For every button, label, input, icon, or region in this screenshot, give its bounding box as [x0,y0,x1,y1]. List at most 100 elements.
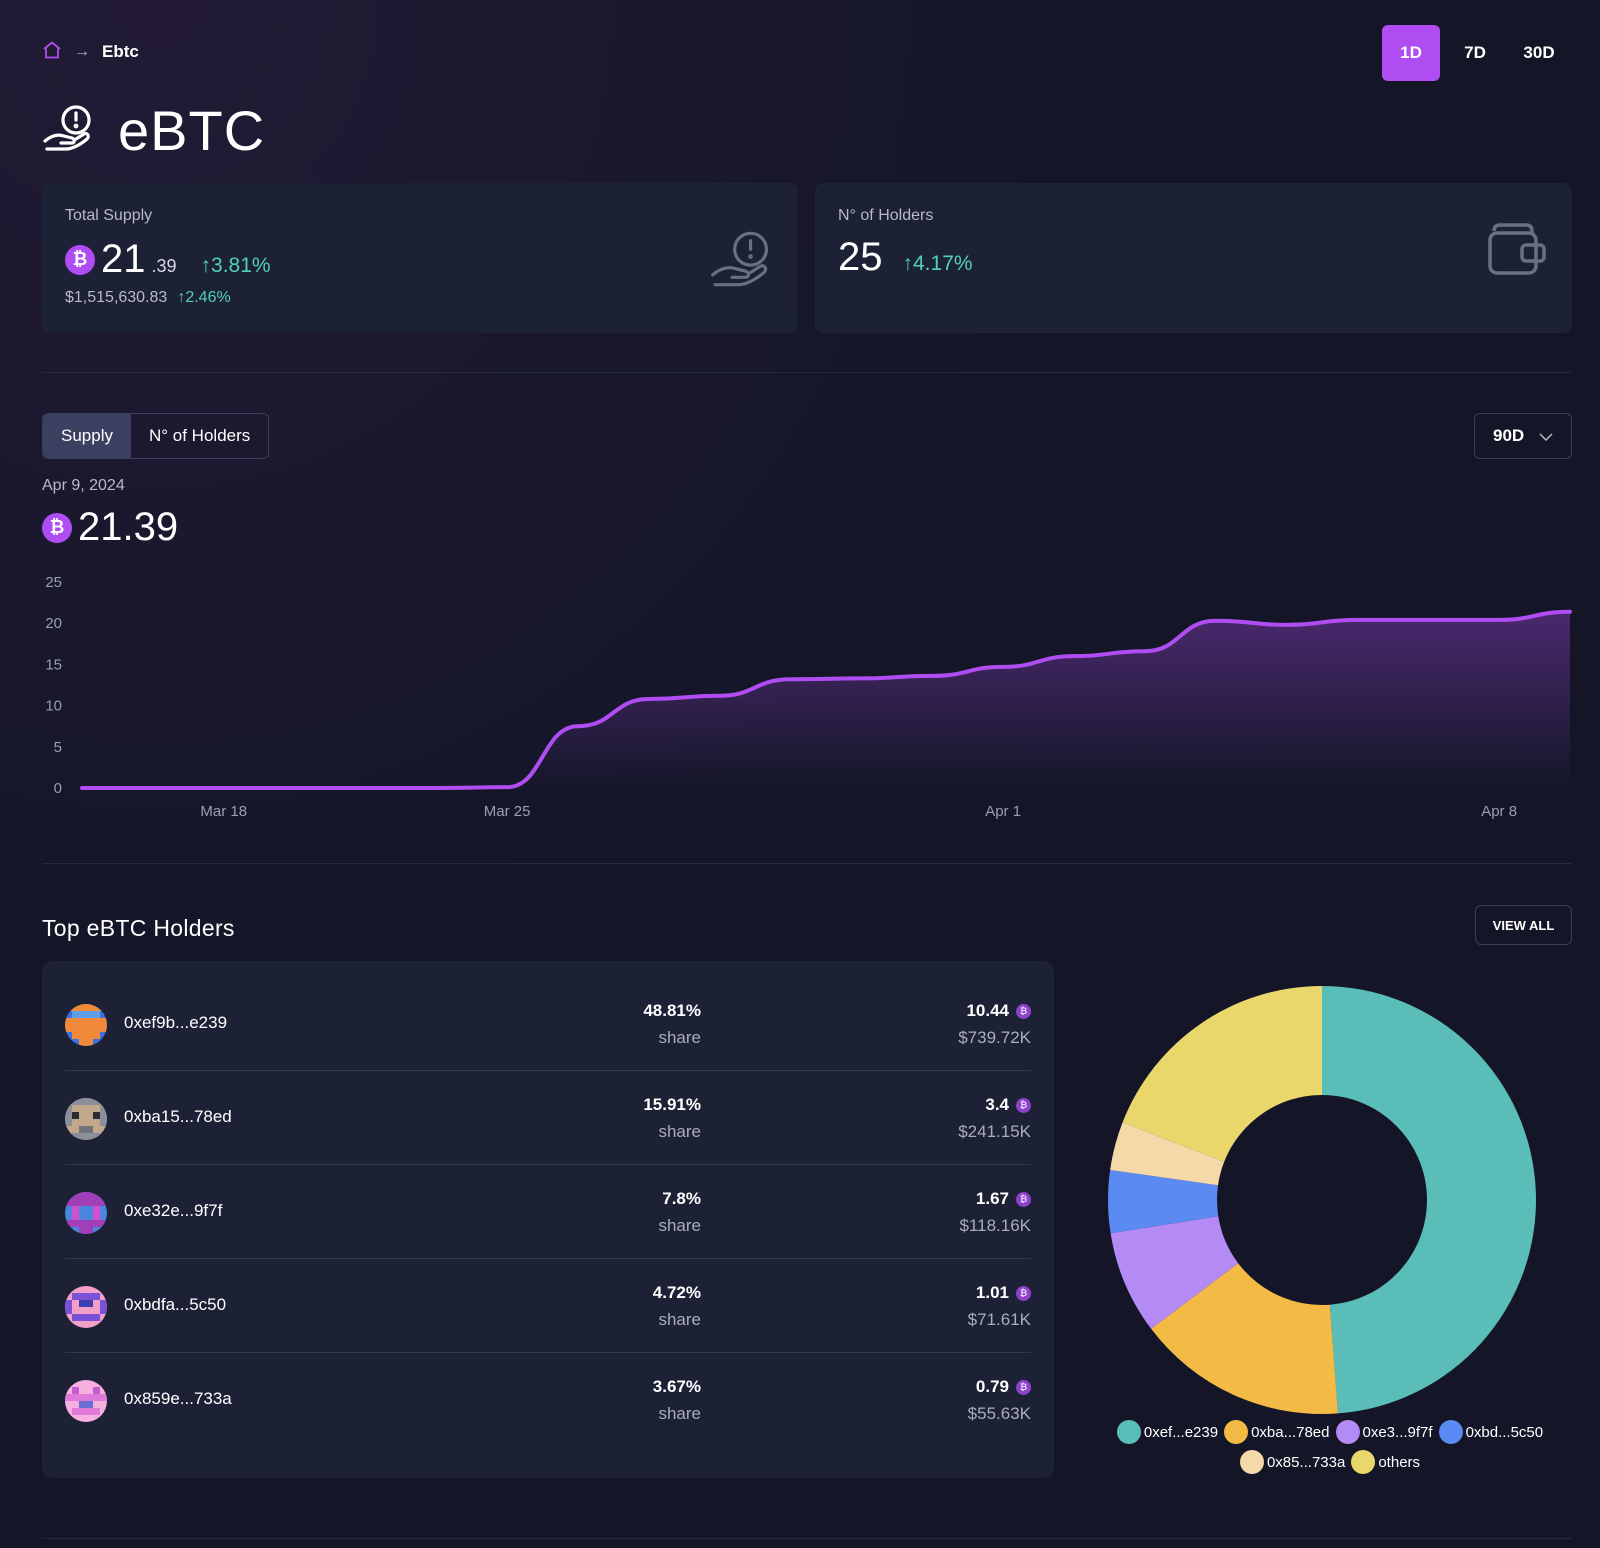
tab-supply[interactable]: Supply [43,414,131,458]
view-all-button[interactable]: VIEW ALL [1475,905,1572,945]
breadcrumb: → Ebtc [42,40,139,64]
row-separator [65,1352,1031,1353]
tab-30d[interactable]: 30D [1523,43,1555,62]
holder-amount: 10.44 [966,1001,1009,1020]
holder-amount: 0.79 [975,1377,1009,1396]
holder-share: 3.67% [652,1377,701,1396]
legend-item[interactable]: 0xef...e239 [1116,1420,1218,1444]
tab-holders[interactable]: N° of Holders [148,426,251,445]
holder-usd: $118.16K [959,1216,1031,1235]
donut-legend: 0xef...e239 0xba...78ed 0xe3...9f7f 0xbd… [1090,1420,1570,1474]
legend-item[interactable]: 0x85...733a [1239,1450,1345,1474]
total-supply-card: Total Supply ₿ 21 .39 ↑3.81% $1,515,630.… [42,183,798,333]
bitcoin-icon: ₿ [1016,1285,1031,1301]
avatar [65,1192,107,1234]
holder-share-label: share [658,1216,701,1235]
bitcoin-icon: ₿ [42,512,72,543]
holder-address[interactable]: 0x859e...733a [124,1389,232,1408]
donut-slice[interactable] [1151,1263,1338,1414]
donut-slice[interactable] [1110,1216,1239,1329]
avatar [65,1098,107,1140]
holder-row[interactable]: 0xef9b...e239 48.81% share 10.44 ₿ $739.… [65,977,1031,1071]
page-title: eBTC [118,99,266,162]
holders-donut-chart[interactable] [1100,980,1550,1420]
chart-value-row: ₿ 21.39 [42,505,178,550]
chart-value: 21.39 [78,505,179,549]
donut-slice[interactable] [1122,986,1322,1162]
legend-dot [1116,1420,1141,1444]
legend-label: 0xba...78ed [1251,1423,1330,1441]
holder-share: 4.72% [652,1283,701,1302]
total-supply-label: Total Supply [65,207,153,224]
holder-amount: 1.01 [975,1283,1009,1302]
holder-address[interactable]: 0xef9b...e239 [124,1013,228,1032]
holder-share-label: share [658,1122,701,1141]
holder-usd: $71.61K [967,1310,1031,1329]
chart-area [82,611,1570,788]
y-tick-label: 25 [45,574,62,591]
legend-dot [1351,1450,1376,1474]
holders-section-title: Top eBTC Holders [42,915,235,941]
tab-7d[interactable]: 7D [1464,43,1486,62]
bitcoin-icon: ₿ [65,244,95,275]
holder-amount-row: 1.01 ₿ [976,1283,1031,1303]
x-tick-label: Mar 25 [484,803,531,820]
holders-count-value-row: 25 ↑4.17% [838,235,973,280]
donut-slice[interactable] [1108,1169,1219,1234]
range-select[interactable]: 90D [1474,413,1572,459]
legend-item[interactable]: others [1351,1450,1420,1474]
legend-item[interactable]: 0xba...78ed [1224,1420,1330,1444]
holder-amount-row: 3.4 ₿ [985,1095,1031,1115]
tab-1d[interactable]: 1D [1382,25,1440,81]
legend-dot [1438,1420,1463,1444]
chart-toggle: Supply N° of Holders [42,413,270,459]
holder-amount: 3.4 [985,1095,1009,1114]
x-tick-label: Mar 18 [200,803,247,820]
holders-count-value: 25 [838,235,883,279]
home-icon[interactable] [42,41,62,64]
period-tabs: 1D 7D 30D [1382,25,1568,81]
holder-usd: $241.15K [958,1122,1031,1141]
holder-amount: 1.67 [975,1189,1009,1208]
chevron-down-icon [1539,426,1553,446]
holder-row[interactable]: 0xba15...78ed 15.91% share 3.4 ₿ $241.15… [65,1071,1031,1165]
y-tick-label: 20 [45,615,62,632]
holder-address[interactable]: 0xe32e...9f7f [124,1201,223,1220]
avatar [65,1004,107,1046]
legend-item[interactable]: 0xbd...5c50 [1438,1420,1543,1444]
holder-amount-row: 1.67 ₿ [976,1189,1031,1209]
holder-amount-row: 10.44 ₿ [966,1001,1031,1021]
supply-dec: .39 [151,256,177,276]
bitcoin-icon: ₿ [1016,1097,1031,1113]
supply-usd-row: $1,515,630.83 ↑2.46% [65,289,231,307]
y-tick-label: 0 [54,780,62,797]
holder-usd: $739.72K [958,1028,1031,1047]
row-separator [65,1164,1031,1165]
x-tick-label: Apr 8 [1481,803,1517,820]
arrow-right-icon: → [74,43,90,60]
holder-address[interactable]: 0xba15...78ed [124,1107,232,1126]
holder-share: 15.91% [643,1095,701,1114]
divider [42,372,1572,373]
holder-address[interactable]: 0xbdfa...5c50 [124,1295,227,1314]
supply-change: ↑3.81% [200,254,271,277]
bitcoin-icon: ₿ [1016,1191,1031,1207]
bitcoin-icon: ₿ [1016,1003,1031,1019]
holders-count-change: ↑4.17% [902,252,973,275]
range-value: 90D [1493,426,1525,445]
holders-count-card: N° of Holders 25 ↑4.17% [815,183,1572,333]
donut-slice[interactable] [1322,986,1536,1414]
holder-share-label: share [658,1310,701,1329]
row-separator [65,1258,1031,1259]
holder-row[interactable]: 0xe32e...9f7f 7.8% share 1.67 ₿ $118.16K [65,1165,1031,1259]
avatar [65,1286,107,1328]
donut-slice[interactable] [1110,1122,1225,1186]
holder-row[interactable]: 0xbdfa...5c50 4.72% share 1.01 ₿ $71.61K [65,1259,1031,1353]
supply-chart[interactable]: 25 20 15 10 5 0 Mar 18 Mar 25 Apr 1 Apr 8 [0,560,1600,830]
holder-usd: $55.63K [967,1404,1031,1423]
legend-item[interactable]: 0xe3...9f7f [1335,1420,1433,1444]
holder-row[interactable]: 0x859e...733a 3.67% share 0.79 ₿ $55.63K [65,1353,1031,1447]
divider [42,1538,1572,1539]
supply-usd-change: ↑2.46% [177,289,231,306]
y-tick-label: 5 [54,739,62,756]
